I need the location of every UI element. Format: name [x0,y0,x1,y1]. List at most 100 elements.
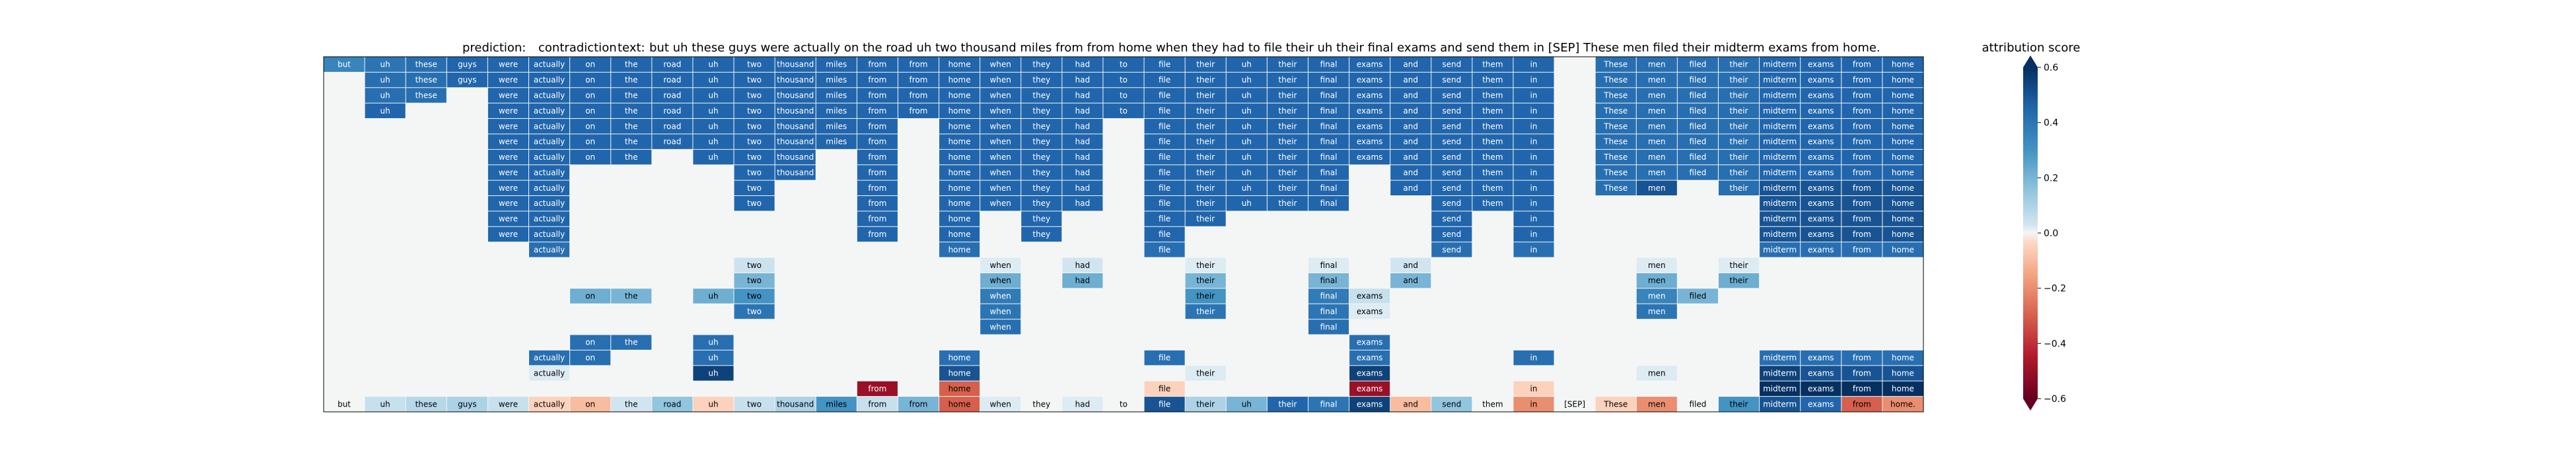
cell-token-label: men [1648,60,1666,69]
cell-token-label: midterm [1763,168,1797,177]
heatmap-cell-group: were [487,165,529,180]
heatmap-cell-group: uh [693,57,734,72]
heatmap-cell-group: thousand [775,119,816,134]
cell-token-label: they [1032,75,1050,84]
heatmap-cell [1760,397,1801,412]
heatmap-cell-group: file [1144,57,1185,72]
cell-token-label: These [1603,90,1628,100]
cell-token-label: their [1278,60,1297,69]
cell-token-label: final [1320,75,1338,84]
cell-token-label: filed [1689,168,1706,177]
heatmap-cell [939,72,980,88]
heatmap-cell-group: they [1021,196,1062,211]
heatmap-cell [1595,119,1636,134]
heatmap-cell-group: filed [1677,57,1718,72]
cell-token-label: file [1159,121,1170,131]
heatmap-cell [1801,196,1842,211]
heatmap-cell [1636,366,1677,381]
cell-token-label: from [1853,353,1871,362]
cell-token-label: filed [1689,137,1706,147]
heatmap-cell-group: in [1513,134,1554,149]
bottom-token-cell: from [857,397,898,412]
heatmap-cell [939,180,980,196]
cell-token-label: uh [708,90,718,100]
cell-token-label: two [747,168,762,177]
heatmap-cell-group: them [1472,72,1513,88]
cell-token-label: on [585,137,595,147]
heatmap-cell-group: they [1021,103,1062,119]
heatmap-cell-group: exams [1349,304,1390,319]
heatmap-cell-group: exams [1349,103,1390,119]
heatmap-cell [857,180,898,196]
heatmap-cell-group: final [1308,196,1349,211]
bottom-token-cell: exams [1349,397,1390,412]
heatmap-cell [693,57,734,72]
cell-token-label: they [1032,399,1050,409]
cell-token-label: from [910,106,928,116]
cell-token-label: uh [708,137,718,147]
heatmap-cell [1390,103,1431,119]
heatmap-cell-group: midterm [1760,57,1801,72]
cell-token-label: file [1159,60,1170,69]
cell-token-label: had [1075,152,1091,162]
title-prediction-label: prediction: [462,41,526,55]
heatmap-cell [734,397,775,412]
cell-token-label: miles [826,106,847,116]
heatmap-cell [1308,397,1349,412]
heatmap-cell-group: midterm [1760,366,1801,381]
heatmap-cell-group: file [1144,103,1185,119]
heatmap-cell [898,103,939,119]
heatmap-cell-group: thousand [775,149,816,165]
heatmap-cell-group: when [980,119,1021,134]
heatmap-cell-group: when [980,257,1021,273]
cell-token-label: from [868,90,886,100]
cell-token-label: they [1032,168,1050,177]
heatmap-cell [1718,134,1760,149]
heatmap-cell-group: final [1308,103,1349,119]
heatmap-cell-group: their [1267,165,1308,180]
cell-token-label: miles [826,121,847,131]
heatmap-cell [1842,350,1882,366]
cell-token-label: in [1530,60,1538,69]
heatmap-cell-group: two [734,134,775,149]
cell-token-label: home [1892,60,1914,69]
heatmap-cell-group: when [980,196,1021,211]
heatmap-cell-group: uh [365,103,406,119]
heatmap-cell-group: their [1267,103,1308,119]
heatmap-cell [1226,180,1267,196]
cell-token-label: men [1648,399,1666,409]
heatmap-cell [1882,196,1923,211]
heatmap-cell [980,319,1021,335]
cell-token-label: were [499,183,518,193]
heatmap-cell [1718,88,1760,103]
heatmap-cell-group: home [1882,149,1923,165]
heatmap-cell-group: home [1882,381,1923,397]
heatmap-cell [980,165,1021,180]
heatmap-cell-group: were [487,88,529,103]
cell-token-label: exams [1357,338,1383,347]
heatmap-cell [1842,119,1882,134]
heatmap-cell-group: These [1595,88,1636,103]
cell-token-label: final [1320,152,1338,162]
cell-token-label: file [1159,152,1170,162]
heatmap-cell [1185,57,1226,72]
heatmap-cell-group: their [1718,119,1760,134]
heatmap-cell-group: their [1718,72,1760,88]
heatmap-cell-group: them [1472,134,1513,149]
heatmap-cell [1144,180,1185,196]
heatmap-cell [1390,88,1431,103]
heatmap-cell-group: midterm [1760,381,1801,397]
heatmap-cell-group: thousand [775,134,816,149]
heatmap-cell [1431,211,1472,226]
cell-token-label: their [1196,60,1215,69]
heatmap-cell [611,88,652,103]
heatmap-cell [1595,103,1636,119]
heatmap-cell [652,88,693,103]
heatmap-cell-group: had [1062,103,1103,119]
heatmap-cell-group: file [1144,165,1185,180]
heatmap-cell [529,196,570,211]
heatmap-cell-group: the [611,134,652,149]
cell-token-label: send [1442,137,1461,147]
heatmap-cell [939,165,980,180]
